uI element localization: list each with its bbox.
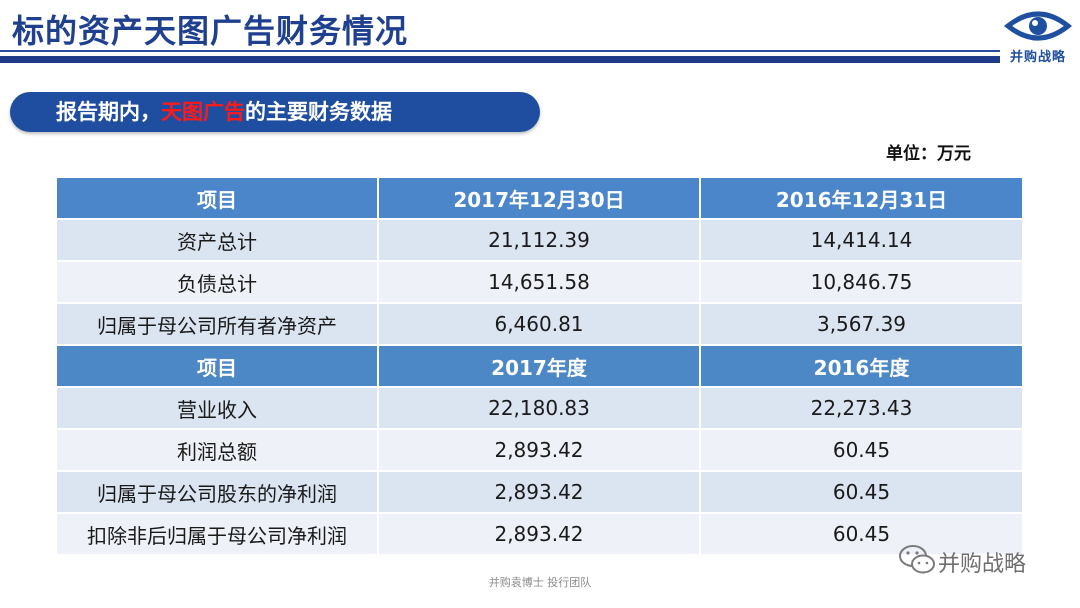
row-value: 21,112.39 (378, 219, 701, 262)
row-value: 10,846.75 (700, 261, 1022, 304)
header-cell: 项目 (57, 345, 379, 388)
row-value: 22,273.43 (700, 387, 1022, 430)
eye-icon (1003, 11, 1073, 41)
brand-logo: 并购战略 (1000, 6, 1076, 68)
table-row: 负债总计 14,651.58 10,846.75 (57, 261, 1022, 304)
table-row: 归属于母公司股东的净利润 2,893.42 60.45 (57, 471, 1022, 514)
row-label: 利润总额 (57, 429, 379, 472)
title-rule-thin (0, 50, 1000, 52)
row-label: 归属于母公司股东的净利润 (57, 471, 379, 514)
row-value: 14,651.58 (378, 261, 701, 304)
financial-table: 项目 2017年12月30日 2016年12月31日 资产总计 21,112.3… (57, 178, 1022, 556)
row-value: 60.45 (700, 513, 1022, 556)
row-value: 6,460.81 (378, 303, 701, 346)
page-title: 标的资产天图广告财务情况 (12, 12, 409, 50)
header-cell: 项目 (57, 178, 379, 220)
logo-label: 并购战略 (1009, 50, 1066, 65)
header-cell: 2017年12月30日 (378, 178, 701, 220)
row-value: 2,893.42 (378, 471, 701, 514)
table-row: 利润总额 2,893.42 60.45 (57, 429, 1022, 472)
table-header-row: 项目 2017年度 2016年度 (57, 345, 1022, 388)
row-value: 2,893.42 (378, 513, 701, 556)
header-cell: 2016年度 (700, 345, 1022, 388)
section-highlight: 天图广告 (161, 100, 245, 124)
row-value: 14,414.14 (700, 219, 1022, 262)
header-cell: 2016年12月31日 (700, 178, 1022, 220)
unit-label: 单位：万元 (886, 144, 971, 164)
row-value: 3,567.39 (700, 303, 1022, 346)
row-label: 负债总计 (57, 261, 379, 304)
row-value: 22,180.83 (378, 387, 701, 430)
table-row: 营业收入 22,180.83 22,273.43 (57, 387, 1022, 430)
row-value: 60.45 (700, 429, 1022, 472)
row-label: 营业收入 (57, 387, 379, 430)
row-label: 扣除非后归属于母公司净利润 (57, 513, 379, 556)
table-header-row: 项目 2017年12月30日 2016年12月31日 (57, 178, 1022, 220)
row-label: 归属于母公司所有者净资产 (57, 303, 379, 346)
watermark-text: 并购战略 (938, 552, 1027, 577)
table-row: 归属于母公司所有者净资产 6,460.81 3,567.39 (57, 303, 1022, 346)
title-rule-thick (0, 56, 1000, 63)
section-prefix: 报告期内， (56, 100, 161, 124)
table-row: 资产总计 21,112.39 14,414.14 (57, 219, 1022, 262)
header-cell: 2017年度 (378, 345, 701, 388)
footer-caption: 并购袁博士 投行团队 (488, 576, 592, 589)
row-value: 60.45 (700, 471, 1022, 514)
section-suffix: 的主要财务数据 (245, 100, 392, 124)
wechat-icon (899, 545, 935, 574)
table-row: 扣除非后归属于母公司净利润 2,893.42 60.45 (57, 513, 1022, 556)
wechat-watermark: 并购战略 (898, 540, 1058, 580)
row-label: 资产总计 (57, 219, 379, 262)
section-heading: 报告期内，天图广告的主要财务数据 (10, 92, 540, 132)
row-value: 2,893.42 (378, 429, 701, 472)
